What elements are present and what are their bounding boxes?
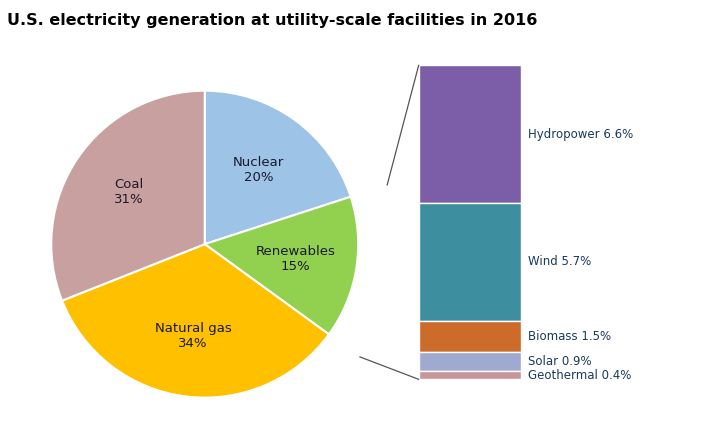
Text: Biomass 1.5%: Biomass 1.5% (528, 330, 611, 343)
Bar (419, 371, 521, 379)
Text: U.S. electricity generation at utility-scale facilities in 2016: U.S. electricity generation at utility-s… (7, 13, 537, 28)
Wedge shape (205, 197, 358, 334)
Text: Natural gas
34%: Natural gas 34% (155, 321, 232, 350)
Bar (419, 321, 521, 352)
Text: Hydropower 6.6%: Hydropower 6.6% (528, 127, 633, 140)
Text: Geothermal 0.4%: Geothermal 0.4% (528, 369, 631, 382)
Bar (419, 352, 521, 371)
Text: Wind 5.7%: Wind 5.7% (528, 255, 592, 269)
Wedge shape (205, 91, 351, 244)
Bar (419, 203, 521, 321)
Text: Solar 0.9%: Solar 0.9% (528, 355, 592, 368)
Text: Nuclear
20%: Nuclear 20% (233, 156, 285, 184)
Text: Coal
31%: Coal 31% (114, 178, 143, 206)
Wedge shape (62, 244, 329, 398)
Text: Renewables
15%: Renewables 15% (256, 245, 335, 272)
Wedge shape (52, 91, 205, 301)
Bar (419, 65, 521, 203)
